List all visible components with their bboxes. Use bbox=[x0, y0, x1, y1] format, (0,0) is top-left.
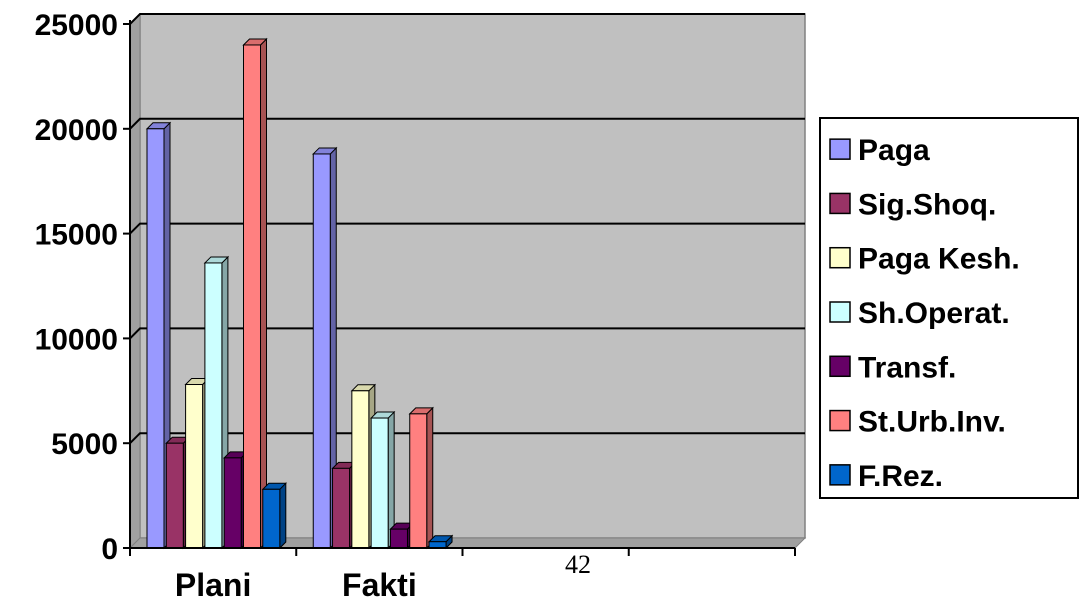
page-number: 42 bbox=[565, 550, 591, 579]
bar-front bbox=[243, 44, 261, 549]
legend-label: Paga Kesh. bbox=[858, 243, 1020, 276]
y-tick-label: 20000 bbox=[35, 114, 118, 147]
legend-box bbox=[819, 117, 1079, 499]
gridline bbox=[129, 117, 805, 130]
legend-swatch bbox=[829, 138, 851, 160]
category-label: Plani bbox=[175, 567, 251, 603]
bar bbox=[261, 482, 288, 550]
y-tick-labels: 0 5000 10000 15000 20000 25000 bbox=[35, 9, 118, 566]
bar bbox=[369, 410, 396, 550]
bar-front bbox=[262, 488, 281, 549]
gridline bbox=[129, 327, 805, 340]
bar-front bbox=[165, 442, 184, 549]
bar bbox=[242, 37, 268, 550]
legend-label: Transf. bbox=[858, 351, 956, 384]
legend-swatch bbox=[829, 409, 851, 432]
side-wall bbox=[129, 12, 141, 550]
bar-front bbox=[389, 528, 408, 549]
y-tick-label: 10000 bbox=[35, 323, 118, 356]
gridlines bbox=[129, 13, 805, 444]
bar bbox=[427, 534, 454, 550]
bar-side bbox=[260, 37, 267, 550]
y-tick-label: 5000 bbox=[51, 428, 118, 461]
gridline bbox=[129, 222, 805, 235]
bar-side bbox=[426, 406, 434, 550]
legend: Paga Sig.Shoq. Paga Kesh. Sh.Operat. Transf.… bbox=[819, 117, 1079, 499]
legend-swatch bbox=[829, 355, 851, 378]
y-tick-label: 0 bbox=[101, 533, 118, 566]
bar-front bbox=[351, 390, 370, 549]
legend-swatch bbox=[829, 192, 851, 215]
bar-front bbox=[332, 467, 351, 549]
bar-front bbox=[312, 153, 331, 549]
legend-swatch bbox=[829, 301, 851, 323]
bar-front bbox=[185, 384, 204, 549]
bar-front bbox=[409, 413, 428, 549]
legend-swatch bbox=[829, 246, 851, 269]
category-label: Fakti bbox=[342, 567, 417, 603]
legend-label: Paga bbox=[858, 134, 930, 167]
y-tick-label: 15000 bbox=[35, 219, 118, 252]
bar bbox=[408, 406, 434, 550]
category-labels: Plani Fakti bbox=[175, 567, 417, 603]
legend-label: F.Rez. bbox=[858, 460, 943, 493]
bar bbox=[312, 146, 338, 550]
legend-label: Sh.Operat. bbox=[858, 297, 1010, 330]
bar-side bbox=[279, 482, 287, 550]
gridline bbox=[129, 13, 805, 25]
bar-front bbox=[204, 262, 223, 549]
legend-label: St.Urb.Inv. bbox=[858, 406, 1006, 439]
legend-swatch bbox=[829, 464, 851, 486]
gridline bbox=[129, 432, 805, 444]
bar-front bbox=[146, 128, 165, 549]
bar-front bbox=[223, 457, 242, 549]
axes bbox=[123, 20, 796, 556]
y-tick-label: 25000 bbox=[35, 9, 118, 42]
bar-front bbox=[370, 417, 389, 549]
legend-label: Sig.Shoq. bbox=[858, 188, 996, 221]
bars bbox=[145, 37, 454, 550]
